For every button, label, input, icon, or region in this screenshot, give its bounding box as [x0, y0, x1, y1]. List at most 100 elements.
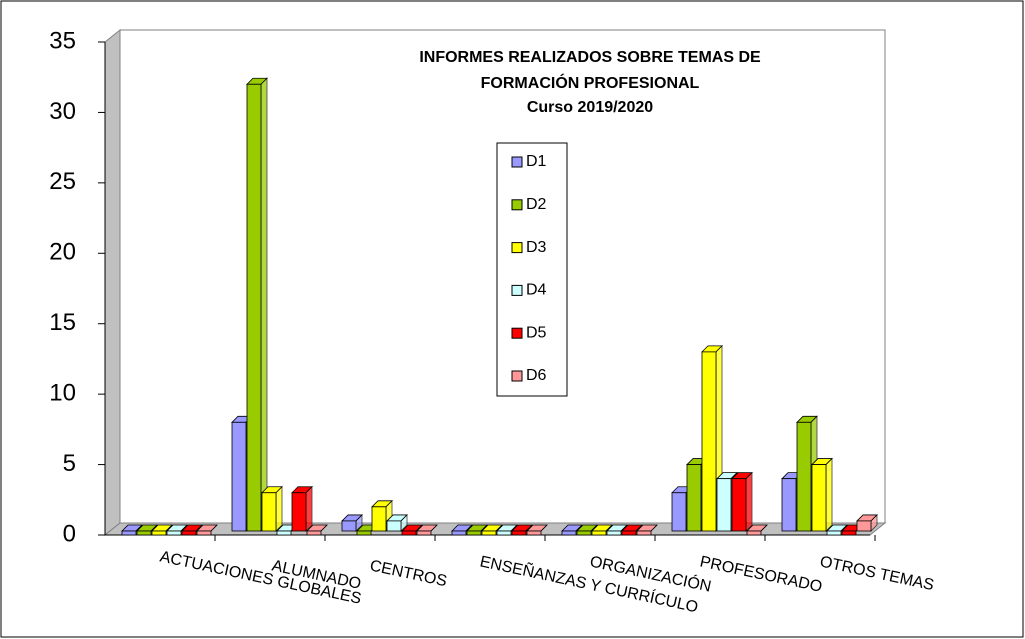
legend-label: D5: [526, 324, 547, 341]
bar-face: [826, 530, 842, 536]
bar-face: [511, 530, 527, 536]
bar-face: [150, 524, 158, 532]
bar: [136, 524, 158, 536]
bar-face: [466, 530, 482, 536]
y-tick-label: 15: [49, 309, 76, 336]
bar-face: [386, 520, 402, 532]
bar-face: [291, 492, 307, 532]
bar-face: [606, 530, 622, 536]
bar-face: [716, 478, 732, 532]
bar-face: [605, 524, 613, 532]
bar-face: [635, 524, 643, 532]
side-wall: [104, 28, 121, 537]
bar-face: [575, 524, 583, 532]
y-tick-label: 30: [49, 98, 76, 125]
bar-face: [180, 524, 188, 532]
bar-face: [320, 524, 328, 532]
bar-face: [496, 530, 512, 536]
bar-face: [746, 530, 762, 536]
bar: [511, 524, 533, 536]
bar: [181, 524, 203, 536]
bar-face: [636, 530, 652, 536]
bar: [576, 524, 598, 536]
bar: [526, 524, 548, 536]
legend-label: D6: [526, 367, 547, 384]
bar-face: [840, 524, 848, 532]
bar-face: [686, 464, 702, 532]
y-tick-label: 5: [63, 450, 76, 477]
bar-face: [136, 530, 152, 536]
bar-face: [195, 524, 203, 532]
bar: [416, 524, 438, 536]
bar-face: [276, 530, 292, 536]
bar: [151, 524, 173, 536]
bar-face: [261, 492, 277, 532]
chart-subtitle: Curso 2019/2020: [527, 99, 653, 116]
bar-face: [781, 478, 797, 532]
legend-swatch: [511, 199, 523, 211]
bar-face: [525, 524, 533, 532]
legend-label: D2: [526, 196, 547, 213]
bar: [121, 524, 143, 536]
bar: [591, 524, 613, 536]
chart-title: INFORMES REALIZADOS SOBRE TEMAS DE: [419, 49, 761, 66]
bar: [621, 524, 643, 536]
bar-face: [430, 524, 438, 532]
bar-face: [465, 524, 473, 532]
bar-face: [590, 524, 598, 532]
bar-face: [231, 421, 247, 532]
bar-face: [166, 530, 182, 536]
bar-face: [371, 506, 387, 532]
y-tick-label: 0: [63, 520, 76, 547]
bar-face: [495, 524, 503, 532]
bar-face: [841, 530, 857, 536]
bar-face: [341, 520, 357, 532]
bar-face: [260, 77, 268, 532]
bar-face: [856, 520, 872, 532]
bar: [561, 524, 583, 536]
bar-face: [210, 524, 218, 532]
bar-face: [480, 524, 488, 532]
chart-title: FORMACIÓN PROFESIONAL: [481, 73, 700, 92]
bar-face: [561, 530, 577, 536]
bar: [166, 524, 188, 536]
legend: [496, 142, 568, 397]
y-tick-label: 35: [49, 27, 76, 54]
bar-face: [576, 530, 592, 536]
bar-face: [451, 530, 467, 536]
bar: [481, 524, 503, 536]
y-tick-label: 25: [49, 168, 76, 195]
bar: [401, 524, 423, 536]
bar-face: [621, 530, 637, 536]
bar-face: [510, 524, 518, 532]
legend-label: D4: [526, 282, 547, 299]
bar: [826, 524, 848, 536]
bar: [496, 524, 518, 536]
bar-face: [540, 524, 548, 532]
legend-swatch: [511, 156, 523, 168]
y-tick-label: 10: [49, 379, 76, 406]
legend-swatch: [511, 284, 523, 296]
bar-face: [415, 524, 423, 532]
bar: [451, 524, 473, 536]
bar: [811, 457, 833, 532]
legend-swatch: [511, 370, 523, 382]
bar-face: [591, 530, 607, 536]
bar: [731, 471, 753, 532]
bar: [386, 513, 408, 532]
legend-label: D3: [526, 239, 547, 256]
bar-face: [620, 524, 628, 532]
bar-face: [151, 530, 167, 536]
bar-face: [526, 530, 542, 536]
bar-face: [481, 530, 497, 536]
legend-swatch: [511, 327, 523, 339]
bar: [466, 524, 488, 536]
bar: [856, 513, 878, 532]
bar-face: [671, 492, 687, 532]
bar-face: [196, 530, 212, 536]
bar-face: [306, 530, 322, 536]
bar: [636, 524, 658, 536]
bar-face: [181, 530, 197, 536]
bar-face: [356, 530, 372, 536]
